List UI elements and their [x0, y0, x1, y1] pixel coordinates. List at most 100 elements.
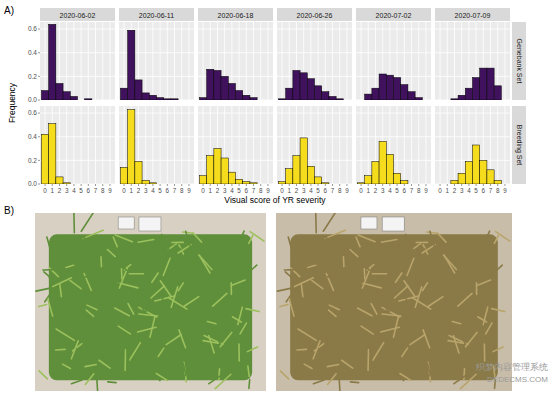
leaf [358, 235, 375, 242]
grid-line [418, 22, 419, 100]
leaf [113, 237, 117, 247]
leaf [484, 344, 486, 361]
leaf [379, 336, 395, 345]
leaf [187, 263, 191, 275]
leaf [173, 289, 182, 294]
tick-label: 3 [302, 187, 306, 194]
leaf [340, 304, 349, 308]
bar [106, 100, 113, 101]
leaf [483, 307, 487, 324]
bar [386, 75, 393, 100]
leaf [194, 328, 195, 341]
tick-label: 0.4 [28, 133, 37, 140]
plot-background [356, 22, 431, 100]
leaf [98, 304, 107, 308]
tick-label: 5 [158, 187, 162, 194]
leaf [121, 269, 123, 279]
x-axis-title: Visual score of YR severity [224, 195, 326, 205]
leaf [165, 293, 169, 311]
tick-label: 6 [166, 187, 170, 194]
plot-background [198, 106, 273, 184]
grid-line [145, 106, 146, 184]
photo-background [35, 213, 266, 391]
bar [408, 92, 415, 100]
leaf [240, 323, 246, 334]
bar [379, 74, 386, 100]
bar [436, 100, 443, 101]
figure: A)B)2020-06-022020-06-112020-06-182020-0… [0, 0, 554, 395]
leaf [308, 254, 311, 263]
grid-line [282, 22, 283, 100]
grid-line [277, 29, 352, 30]
grid-line [447, 106, 448, 184]
tick-label: 0 [280, 187, 284, 194]
bar [386, 154, 393, 184]
leaf [66, 265, 75, 268]
bar [494, 180, 501, 184]
bar [257, 100, 264, 101]
leaf [73, 213, 75, 233]
bar [293, 70, 300, 100]
bar [315, 86, 322, 100]
leaf [364, 269, 366, 279]
bar [178, 100, 185, 101]
leaf [417, 289, 426, 294]
bar [372, 162, 379, 184]
tick-label: 5 [237, 187, 241, 194]
bar [343, 184, 350, 185]
plot-background [356, 106, 431, 184]
tick-label: 0.0 [28, 96, 37, 103]
bar [221, 76, 228, 100]
bar [473, 78, 480, 100]
leaf [199, 305, 201, 322]
leaf [409, 293, 413, 311]
leaf [400, 373, 411, 380]
leaf [193, 233, 202, 242]
leaf [369, 345, 372, 363]
leaf [107, 250, 115, 257]
grid-line [253, 106, 254, 184]
leaf [220, 332, 231, 346]
bar [458, 173, 465, 184]
bar [85, 184, 92, 185]
bar [357, 100, 364, 101]
leaf [115, 235, 132, 242]
grid-line [277, 52, 352, 53]
grid-line [440, 106, 441, 184]
leaf [56, 349, 66, 351]
grid-line [435, 76, 510, 77]
grid-line [267, 106, 268, 184]
leaf [128, 304, 134, 315]
bar [322, 183, 329, 184]
bar [494, 86, 501, 100]
leaf [184, 362, 186, 381]
leaf [297, 349, 307, 351]
grid [198, 106, 273, 184]
bar [228, 83, 235, 100]
leaf [156, 373, 167, 380]
grid-line [181, 106, 182, 184]
leaf [454, 375, 466, 384]
leaf [456, 258, 464, 269]
plot-background [435, 22, 510, 100]
bar [41, 91, 48, 100]
leaf [486, 323, 492, 334]
bar [92, 184, 99, 185]
leaf [71, 341, 78, 359]
leaf [179, 330, 186, 348]
leaf [428, 362, 430, 381]
leaf [147, 366, 160, 381]
bar [63, 183, 70, 184]
leaf [443, 305, 445, 322]
facet-label: 2020-06-18 [218, 12, 254, 19]
leaf [99, 360, 110, 368]
leaf [123, 267, 130, 271]
bar [315, 177, 322, 184]
leaf [43, 269, 58, 271]
grid-line [504, 22, 505, 100]
grid-line [145, 22, 146, 100]
leaf [350, 250, 358, 257]
leaf [183, 232, 193, 233]
facet-label: 2020-06-11 [139, 12, 174, 19]
leaf [197, 279, 212, 282]
